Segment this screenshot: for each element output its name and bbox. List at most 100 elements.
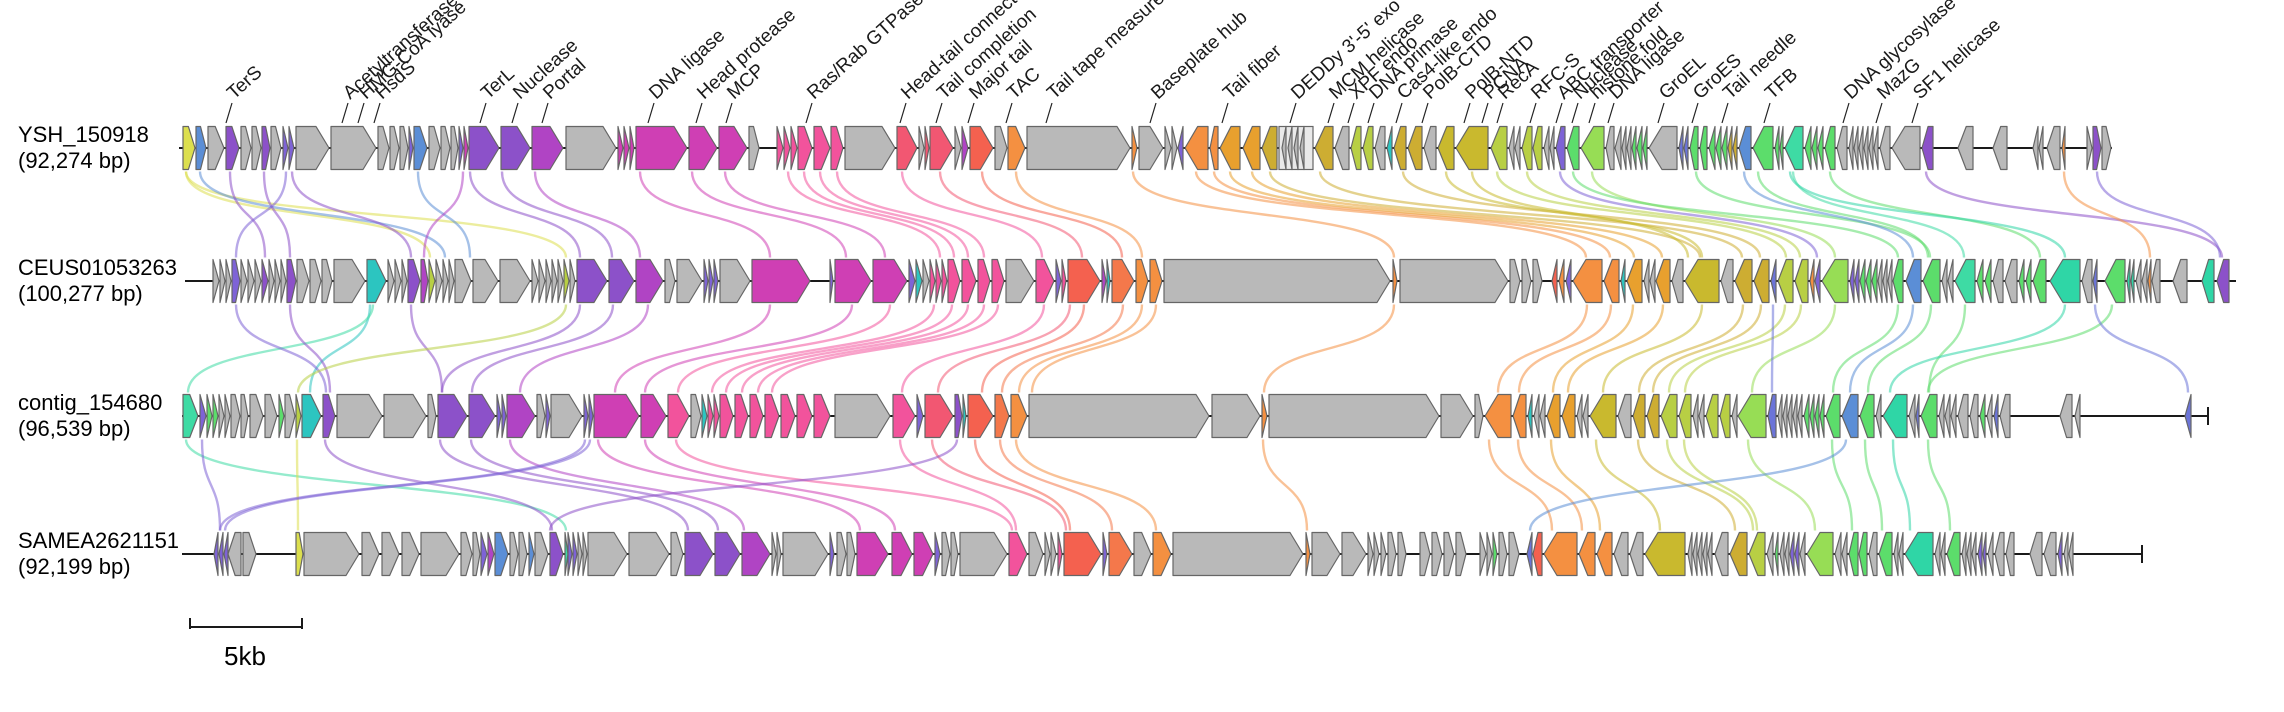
gene-arrow — [718, 125, 748, 171]
gene-arrow — [1367, 531, 1374, 577]
gene-arrow — [1882, 258, 1888, 304]
label-leader-tick — [357, 102, 365, 124]
synteny-link — [710, 304, 936, 393]
synteny-link — [973, 439, 1072, 531]
gene-arrow — [240, 393, 249, 439]
synteny-link — [1830, 439, 1854, 531]
gene-arrow — [1437, 125, 1455, 171]
gene-arrow — [1961, 531, 1967, 577]
gene-arrow — [230, 393, 241, 439]
gene-arrow — [1163, 258, 1391, 304]
gene-arrow — [1865, 258, 1872, 304]
gene-arrow — [1854, 258, 1860, 304]
synteny-link — [548, 439, 959, 531]
synteny-link — [756, 304, 986, 393]
gene-arrow — [301, 393, 322, 439]
synteny-link — [690, 171, 848, 258]
gene-arrow — [458, 125, 464, 171]
gene-arrow — [240, 258, 248, 304]
gene-arrow — [941, 531, 951, 577]
gene-arrow — [664, 258, 676, 304]
gene-arrow — [1986, 393, 1993, 439]
gene-arrow — [1699, 125, 1708, 171]
gene-arrow — [1509, 258, 1521, 304]
gene-arrow — [719, 393, 734, 439]
gene-arrow — [935, 258, 942, 304]
synteny-link — [440, 304, 582, 393]
label-leader-tick — [967, 102, 975, 124]
gene-arrow — [501, 393, 507, 439]
synteny-link — [638, 171, 772, 258]
gene-arrow — [1841, 393, 1859, 439]
gene-arrow — [1028, 531, 1044, 577]
gene-arrow — [1804, 125, 1812, 171]
gene-arrow — [1044, 531, 1051, 577]
gene-arrow — [336, 393, 383, 439]
synteny-link — [1742, 171, 1915, 258]
gene-arrow — [247, 258, 255, 304]
label-leader-tick — [479, 102, 487, 124]
gene-arrow — [1526, 531, 1533, 577]
synteny-link — [1682, 439, 1759, 531]
gene-arrow — [1692, 393, 1699, 439]
gene-arrow — [582, 531, 588, 577]
gene-arrow — [1787, 393, 1793, 439]
gene-arrow — [1362, 125, 1374, 171]
gene-arrow — [896, 125, 918, 171]
gene-arrow — [383, 393, 427, 439]
gene-arrow — [1814, 258, 1821, 304]
gene-arrow — [1863, 125, 1869, 171]
gene-arrow — [1527, 393, 1533, 439]
gene-arrow — [1882, 393, 1908, 439]
gene-arrow — [309, 258, 322, 304]
gene-arrow — [1678, 393, 1692, 439]
gene-arrow — [1784, 125, 1804, 171]
gene-arrow — [450, 125, 459, 171]
gene-arrow — [1734, 258, 1753, 304]
gene-arrow — [213, 531, 219, 577]
gene-arrow — [954, 393, 963, 439]
gene-arrow — [567, 531, 573, 577]
synteny-link — [1601, 304, 1704, 393]
gene-arrow — [401, 531, 420, 577]
gene-arrow — [1944, 393, 1951, 439]
gene-arrow — [1521, 125, 1533, 171]
label-leader-tick — [647, 102, 655, 124]
gene-arrow — [1849, 258, 1855, 304]
gene-arrow — [635, 125, 688, 171]
gene-arrow — [1055, 258, 1062, 304]
gene-arrow — [961, 258, 977, 304]
gene-arrow — [1555, 125, 1566, 171]
gene-arrow — [448, 258, 455, 304]
gene-arrow — [1971, 531, 1977, 577]
gene-arrow — [454, 258, 472, 304]
gene-arrow — [790, 125, 798, 171]
genome-track-contig_154680: contig_154680(96,539 bp) — [18, 390, 2209, 441]
gene-arrow — [2063, 531, 2069, 577]
gene-arrow — [251, 125, 262, 171]
gene-arrow — [381, 531, 400, 577]
gene-arrow — [1994, 531, 2005, 577]
gene-arrow — [947, 258, 961, 304]
gene-arrow — [264, 393, 278, 439]
synteny-link — [900, 171, 1044, 258]
synteny-link — [724, 304, 954, 393]
synteny-link — [288, 304, 332, 393]
gene-arrow — [1898, 531, 1904, 577]
gene-arrow — [1305, 531, 1311, 577]
gene-arrow — [1766, 531, 1774, 577]
gene-arrow — [377, 125, 390, 171]
gene-arrow — [1642, 125, 1648, 171]
synteny-link — [1770, 304, 1775, 393]
gene-arrow — [2081, 258, 2093, 304]
gene-arrow — [1620, 258, 1626, 304]
gene-arrow — [577, 531, 583, 577]
gene-arrow — [1689, 125, 1699, 171]
gene-arrow — [1135, 258, 1149, 304]
gene-arrow — [224, 393, 231, 439]
gene-arrow — [2046, 125, 2061, 171]
synteny-link — [1831, 304, 1900, 393]
gene-arrow — [1782, 393, 1788, 439]
label-leader-tick — [1875, 102, 1883, 124]
gene-arrow — [1748, 531, 1766, 577]
